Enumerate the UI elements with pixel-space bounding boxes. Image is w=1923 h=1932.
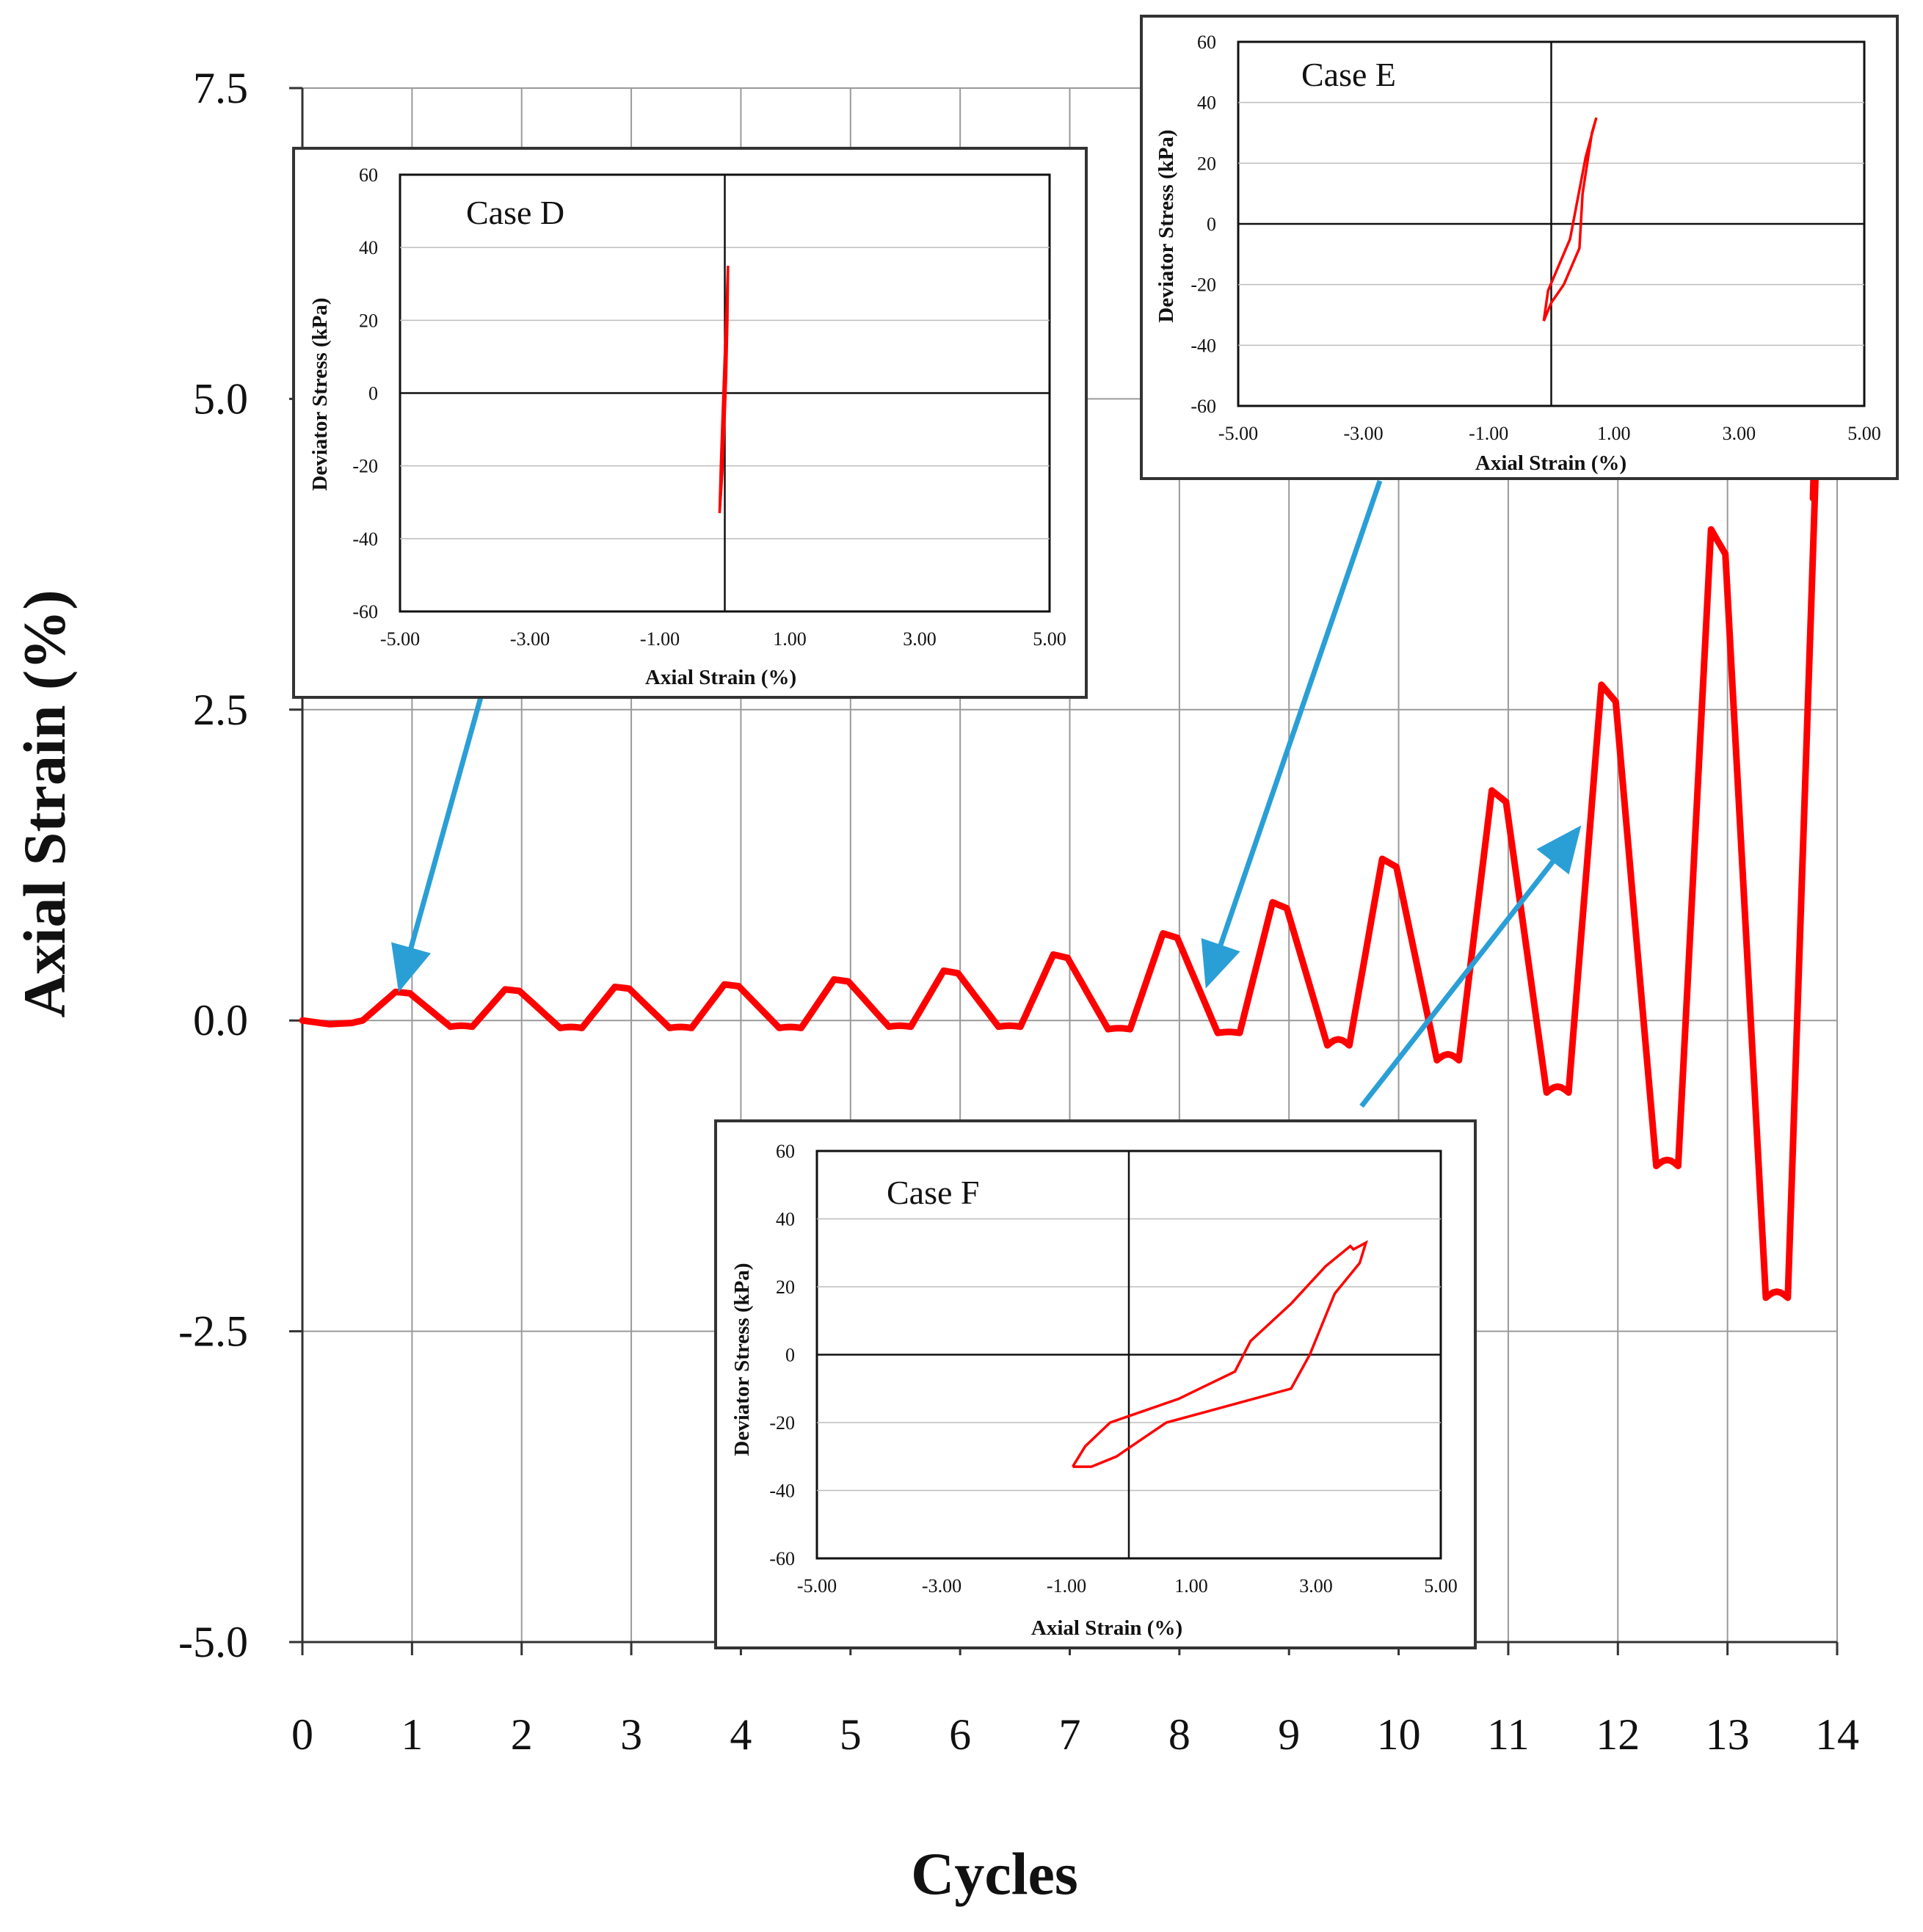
inset-case-f-x-label: Axial Strain (%) [1031,1616,1182,1640]
case-e-arrow [1201,479,1383,989]
inset-x-tick-label: 3.00 [1299,1575,1333,1597]
inset-case-d-x-tick-labels: -5.00 -3.00 -1.00 1.00 3.00 5.00 [380,628,1066,650]
inset-y-tick-label: -60 [352,601,378,622]
x-tick-label: 9 [1278,1710,1300,1759]
inset-x-tick-label: 1.00 [1174,1575,1208,1597]
y-tick-label: 2.5 [193,686,248,734]
inset-x-tick-label: -3.00 [922,1575,962,1597]
inset-case-f: 60 40 20 0 -20 -40 -60 -5.00 -3.00 -1.00 1.00 3.00… [714,1119,1477,1649]
inset-case-e-y-tick-labels: 60 40 20 0 -20 -40 -60 [1190,32,1216,417]
inset-case-d-y-tick-labels: 60 40 20 0 -20 -40 -60 [352,164,378,622]
inset-x-tick-label: -1.00 [1047,1575,1086,1597]
inset-case-f-y-tick-labels: 60 40 20 0 -20 -40 -60 [769,1141,795,1569]
inset-y-tick-label: -20 [1190,275,1216,296]
inset-y-tick-label: 40 [359,237,378,258]
inset-y-tick-label: -60 [1190,396,1216,417]
inset-x-tick-label: -1.00 [1469,423,1508,444]
inset-x-tick-label: -3.00 [510,628,550,650]
inset-x-tick-label: -5.00 [380,628,420,650]
inset-x-tick-label: 5.00 [1424,1575,1458,1597]
inset-case-f-y-label: Deviator Stress (kPa) [730,1263,754,1456]
case-f-arrow [1359,825,1582,1108]
inset-y-tick-label: -60 [769,1548,795,1569]
axial-strain-series [299,321,1825,1301]
inset-case-e-title: Case E [1301,56,1396,93]
inset-case-d-frame [292,147,1088,699]
inset-y-tick-label: -40 [769,1481,795,1502]
x-tick-label: 11 [1487,1710,1530,1759]
inset-case-f-x-tick-labels: -5.00 -3.00 -1.00 1.00 3.00 5.00 [797,1575,1458,1597]
inset-x-tick-label: 3.00 [1723,423,1756,444]
inset-case-e-y-label: Deviator Stress (kPa) [1155,129,1178,322]
main-y-axis-label: Axial Strain (%) [11,589,78,1017]
inset-y-tick-label: 20 [776,1276,795,1298]
y-tick-label: 7.5 [193,64,248,112]
inset-x-tick-label: 1.00 [773,628,807,650]
inset-case-e-frame [1140,15,1899,480]
x-tick-label: 1 [401,1710,423,1759]
inset-case-f-loop [1072,1240,1368,1468]
inset-x-tick-label: -1.00 [640,628,680,650]
main-y-tick-labels: -5.0 -2.5 0.0 2.5 5.0 7.5 [178,64,248,1666]
y-tick-label: 5.0 [193,374,248,423]
inset-y-tick-label: 60 [1197,32,1216,53]
inset-y-tick-label: 20 [359,310,378,331]
inset-x-tick-label: 3.00 [903,628,937,650]
inset-y-tick-label: 40 [1197,92,1216,114]
main-x-tick-labels: 0 1 2 3 4 5 6 7 8 9 10 11 12 13 14 [291,1710,1859,1759]
inset-case-d-x-label: Axial Strain (%) [645,666,796,689]
x-tick-label: 0 [291,1710,313,1759]
inset-y-tick-label: 60 [359,164,378,186]
x-tick-label: 2 [511,1710,533,1759]
inset-x-tick-label: 5.00 [1847,423,1881,444]
inset-y-tick-label: 0 [785,1345,795,1366]
y-tick-label: -5.0 [178,1618,248,1666]
inset-x-tick-label: 5.00 [1033,628,1066,650]
inset-case-e-x-tick-labels: -5.00 -3.00 -1.00 1.00 3.00 5.00 [1218,423,1881,444]
inset-y-tick-label: 0 [368,383,378,404]
inset-case-d-title: Case D [466,194,564,231]
inset-x-tick-label: -5.00 [1218,423,1258,444]
x-tick-label: 10 [1377,1710,1421,1759]
inset-case-f-title: Case F [887,1174,980,1211]
x-tick-label: 13 [1706,1710,1750,1759]
inset-y-tick-label: -40 [1190,335,1216,356]
y-tick-label: -2.5 [178,1307,248,1356]
main-x-axis-label: Cycles [911,1840,1078,1907]
case-d-arrow [391,697,484,992]
inset-case-e-x-label: Axial Strain (%) [1475,451,1626,475]
inset-x-tick-label: -5.00 [797,1575,837,1597]
x-tick-label: 12 [1596,1710,1640,1759]
inset-y-tick-label: -40 [352,529,378,550]
inset-case-e-grid [1237,40,1866,407]
inset-y-tick-label: 20 [1197,153,1216,174]
y-tick-label: 0.0 [193,996,248,1045]
x-tick-label: 14 [1815,1710,1859,1759]
inset-case-f-grid [815,1150,1442,1560]
inset-y-tick-label: 0 [1207,214,1216,235]
inset-case-e: 60 40 20 0 -20 -40 -60 -5.00 -3.00 -1.00 1.00 3.00… [1140,15,1899,480]
inset-y-tick-label: 40 [776,1209,795,1230]
inset-y-tick-label: -20 [352,456,378,477]
inset-y-tick-label: -20 [769,1412,795,1434]
inset-x-tick-label: -3.00 [1344,423,1384,444]
x-tick-label: 3 [620,1710,642,1759]
inset-case-f-frame [714,1119,1477,1649]
inset-case-d-y-label: Deviator Stress (kPa) [308,297,332,490]
x-tick-label: 5 [840,1710,862,1759]
x-tick-label: 4 [730,1710,752,1759]
x-tick-label: 7 [1059,1710,1081,1759]
x-tick-label: 6 [949,1710,971,1759]
x-tick-label: 8 [1168,1710,1190,1759]
inset-y-tick-label: 60 [776,1141,795,1162]
inset-case-e-loop [1542,117,1598,322]
inset-case-d-loop [718,265,730,514]
inset-case-d: 60 40 20 0 -20 -40 -60 -5.00 -3.00 -1.00 1.00 3.00… [292,147,1088,699]
inset-x-tick-label: 1.00 [1597,423,1631,444]
